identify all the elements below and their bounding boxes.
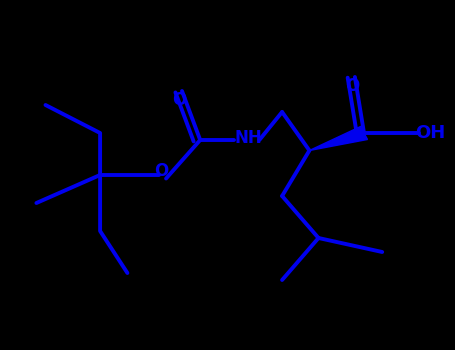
Text: O: O [154, 162, 169, 181]
Text: NH: NH [234, 129, 262, 147]
Text: O: O [345, 77, 360, 95]
Polygon shape [309, 127, 368, 150]
Text: O: O [172, 91, 187, 109]
Text: OH: OH [415, 124, 445, 142]
